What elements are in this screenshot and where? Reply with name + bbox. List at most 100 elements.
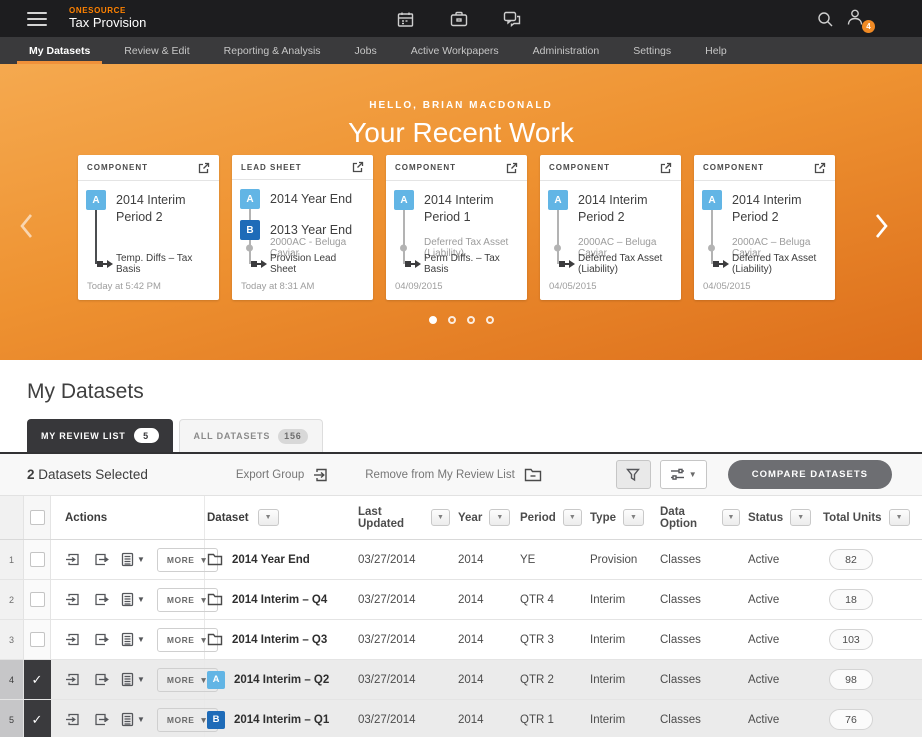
nav-help[interactable]: Help <box>705 44 727 57</box>
carousel-prev-button[interactable] <box>18 212 34 245</box>
user-account-icon[interactable]: 4 <box>845 7 875 33</box>
column-sort-dropdown[interactable]: ▼ <box>721 509 740 526</box>
tab-my-review-list[interactable]: MY REVIEW LIST 5 <box>27 419 173 452</box>
status-cell: Active <box>748 713 780 726</box>
nav-reporting-analysis[interactable]: Reporting & Analysis <box>223 44 321 57</box>
row-checkbox[interactable] <box>24 540 51 579</box>
dataset-name[interactable]: 2014 Interim – Q1 <box>234 713 330 726</box>
reports-menu-icon[interactable]: ▼ <box>121 632 145 647</box>
dataset-a-badge: A <box>240 189 260 209</box>
reports-menu-icon[interactable]: ▼ <box>121 552 145 567</box>
open-external-icon[interactable] <box>814 162 826 174</box>
tab-all-datasets[interactable]: ALL DATASETS 156 <box>178 419 323 452</box>
copy-dataset-icon[interactable] <box>93 632 109 647</box>
column-sort-dropdown[interactable]: ▼ <box>562 509 582 526</box>
carousel-dots <box>0 316 922 324</box>
column-sort-dropdown[interactable]: ▼ <box>888 509 910 526</box>
column-sort-dropdown[interactable]: ▼ <box>790 509 812 526</box>
dataset-name[interactable]: 2014 Interim – Q3 <box>232 633 328 646</box>
remove-from-review-list-button[interactable]: Remove from My Review List <box>365 468 542 482</box>
export-dataset-icon[interactable] <box>65 552 81 567</box>
compare-datasets-button[interactable]: COMPARE DATASETS <box>727 460 892 489</box>
recent-work-card[interactable]: COMPONENT A 2014 Interim Period 2 2000AC… <box>694 155 835 300</box>
nav-jobs[interactable]: Jobs <box>354 44 377 57</box>
row-checkbox[interactable] <box>24 620 51 659</box>
menu-icon[interactable] <box>27 8 47 30</box>
more-button[interactable]: MORE ▼ <box>156 627 219 652</box>
row-checkbox[interactable]: ✓ <box>24 700 51 737</box>
open-external-icon[interactable] <box>506 162 518 174</box>
calendar-icon[interactable] <box>394 9 416 29</box>
reports-menu-icon[interactable]: ▼ <box>121 712 145 727</box>
chevron-down-icon: ▼ <box>137 635 145 644</box>
top-bar: ONESOURCE Tax Provision 4 <box>0 0 922 37</box>
open-external-icon[interactable] <box>660 162 672 174</box>
card-timestamp: 04/05/2015 <box>549 281 597 292</box>
export-dataset-icon[interactable] <box>65 592 81 607</box>
search-icon[interactable] <box>814 9 836 29</box>
filter-button[interactable] <box>615 460 651 489</box>
reports-menu-icon[interactable]: ▼ <box>121 672 145 687</box>
open-external-icon[interactable] <box>198 162 210 174</box>
hero-greeting: HELLO, BRIAN MACDONALD <box>369 100 553 111</box>
recent-work-card[interactable]: COMPONENT A 2014 Interim Period 2 2000AC… <box>540 155 681 300</box>
timeline-node: 2000AC - Beluga Caviar <box>240 237 365 259</box>
card-type-label: COMPONENT <box>395 163 456 172</box>
carousel-dot[interactable] <box>485 316 494 324</box>
carousel-dot[interactable] <box>447 316 456 324</box>
more-button[interactable]: MORE ▼ <box>156 547 219 572</box>
carousel-dot[interactable] <box>466 316 475 324</box>
carousel-dot[interactable] <box>428 316 437 324</box>
dataset-name[interactable]: 2014 Year End <box>232 553 310 566</box>
column-sort-dropdown[interactable]: ▼ <box>430 509 450 526</box>
export-dataset-icon[interactable] <box>65 712 81 727</box>
row-number-header <box>0 496 24 539</box>
nav-active-workpapers[interactable]: Active Workpapers <box>410 44 499 57</box>
row-number: 4 <box>0 660 24 699</box>
data-option-cell: Classes <box>660 713 701 726</box>
chevron-down-icon: ▼ <box>199 554 209 565</box>
chevron-down-icon: ▼ <box>199 714 209 725</box>
card-timestamp: 04/09/2015 <box>395 281 443 292</box>
export-dataset-icon[interactable] <box>65 672 81 687</box>
export-group-button[interactable]: Export Group <box>236 467 331 483</box>
more-button[interactable]: MORE ▼ <box>156 587 219 612</box>
dataset-cell: 2014 Year End <box>205 553 355 566</box>
row-checkbox[interactable]: ✓ <box>24 660 51 699</box>
row-checkbox[interactable] <box>24 580 51 619</box>
nav-my-datasets[interactable]: My Datasets <box>16 37 103 64</box>
last-updated-cell: 03/27/2014 <box>358 553 416 566</box>
nav-review-edit[interactable]: Review & Edit <box>124 44 190 57</box>
copy-dataset-icon[interactable] <box>93 712 109 727</box>
recent-work-card[interactable]: LEAD SHEET A 2014 Year End B 2013 Year E… <box>232 155 373 300</box>
period-cell: QTR 1 <box>520 713 554 726</box>
carousel-next-button[interactable] <box>874 212 890 245</box>
copy-dataset-icon[interactable] <box>93 672 109 687</box>
dataset-name[interactable]: 2014 Interim – Q2 <box>234 673 330 686</box>
select-all-checkbox[interactable] <box>24 496 51 539</box>
timeline-target: Provision Lead Sheet <box>240 253 365 275</box>
copy-dataset-icon[interactable] <box>93 552 109 567</box>
column-sort-dropdown[interactable]: ▼ <box>257 509 279 526</box>
nav-settings[interactable]: Settings <box>633 44 672 57</box>
card-timestamp: Today at 8:31 AM <box>241 281 315 292</box>
export-dataset-icon[interactable] <box>65 632 81 647</box>
reports-menu-icon[interactable]: ▼ <box>121 592 145 607</box>
open-external-icon[interactable] <box>352 161 364 173</box>
timeline-node: Deferred Tax Asset (Liability) <box>394 237 519 259</box>
recent-work-card[interactable]: COMPONENT A 2014 Interim Period 2 Temp. … <box>78 155 219 300</box>
chat-icon[interactable] <box>501 9 523 29</box>
remove-folder-icon <box>524 468 541 481</box>
column-sort-dropdown[interactable]: ▼ <box>623 509 644 526</box>
copy-dataset-icon[interactable] <box>93 592 109 607</box>
recent-work-card[interactable]: COMPONENT A 2014 Interim Period 1 Deferr… <box>386 155 527 300</box>
briefcase-icon[interactable] <box>448 9 470 29</box>
period-cell: QTR 2 <box>520 673 554 686</box>
column-sort-dropdown[interactable]: ▼ <box>489 509 511 526</box>
nav-administration[interactable]: Administration <box>532 44 600 57</box>
arrow-icon <box>97 259 113 268</box>
data-option-cell: Classes <box>660 593 701 606</box>
dataset-name[interactable]: 2014 Interim – Q4 <box>232 593 328 606</box>
view-options-button[interactable]: ▼ <box>659 460 707 489</box>
table-header: Actions Dataset ▼ Last Updated ▼ Year ▼ Per… <box>0 496 922 540</box>
